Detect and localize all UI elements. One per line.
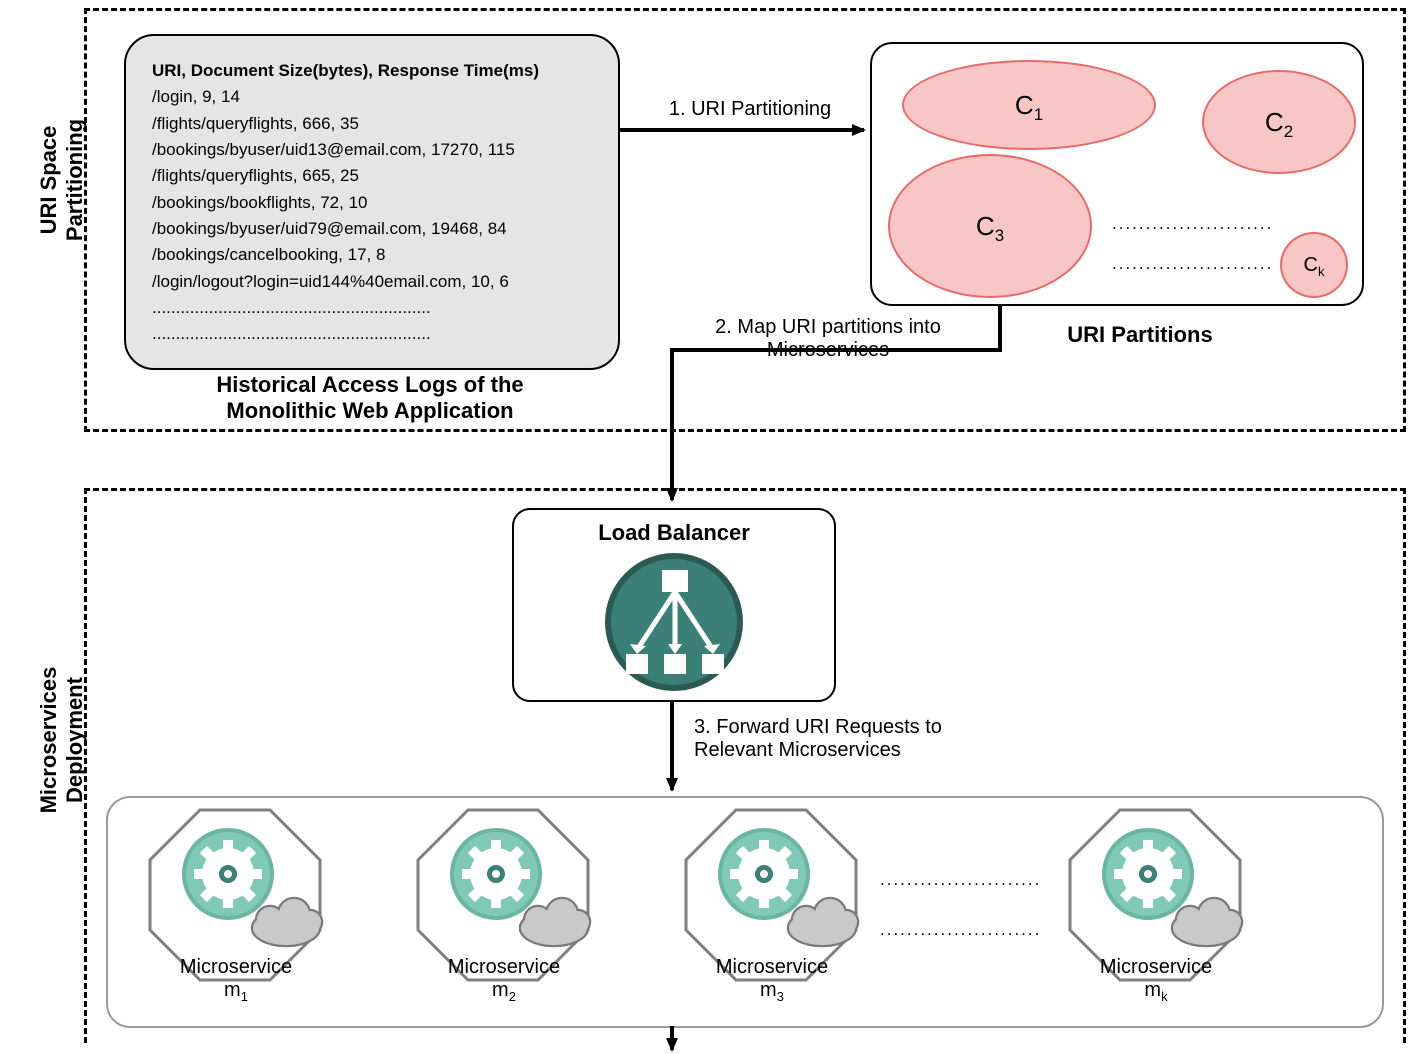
access-logs-row: /flights/queryflights, 666, 35 — [152, 111, 592, 137]
access-logs-dots: ........................................… — [152, 321, 592, 347]
cluster-c3: C3 — [888, 154, 1092, 298]
microservice-dots: ........................ — [880, 870, 1041, 890]
microservice-label: Microservicemk — [1076, 956, 1236, 1002]
access-logs-row: /bookings/bookflights, 72, 10 — [152, 190, 592, 216]
access-logs-row: /bookings/byuser/uid79@email.com, 19468,… — [152, 216, 592, 242]
partition-dots: ........................ — [1112, 254, 1273, 274]
cluster-c1: C1 — [902, 60, 1156, 150]
step-2-label: 2. Map URI partitions into Microservices — [688, 316, 968, 362]
load-balancer-icon — [514, 546, 834, 696]
microservice-label: Microservicem2 — [424, 956, 584, 1002]
access-logs-row: /bookings/cancelbooking, 17, 8 — [152, 242, 592, 268]
section-label-bottom: Microservices Deployment — [36, 580, 88, 900]
partition-dots: ........................ — [1112, 214, 1273, 234]
access-logs-header: URI, Document Size(bytes), Response Time… — [152, 58, 592, 84]
section-label-top: URI Space Partitioning — [36, 50, 88, 310]
step-1-label: 1. URI Partitioning — [650, 98, 850, 121]
cluster-ck: Ck — [1280, 232, 1348, 298]
access-logs-box: URI, Document Size(bytes), Response Time… — [124, 34, 620, 370]
access-logs-row: /bookings/byuser/uid13@email.com, 17270,… — [152, 137, 592, 163]
cluster-label: C1 — [1015, 90, 1043, 121]
access-logs-dots: ........................................… — [152, 295, 592, 321]
access-logs-row: /login, 9, 14 — [152, 84, 592, 110]
cluster-label: C2 — [1265, 107, 1293, 138]
access-logs-row: /flights/queryflights, 665, 25 — [152, 163, 592, 189]
load-balancer-box: Load Balancer — [512, 508, 836, 702]
cluster-label: C3 — [976, 211, 1004, 242]
microservice-dots: ........................ — [880, 920, 1041, 940]
cluster-label: Ck — [1304, 254, 1325, 277]
load-balancer-title: Load Balancer — [514, 510, 834, 546]
access-logs-row: /login/logout?login=uid144%40email.com, … — [152, 269, 592, 295]
microservice-label: Microservicem3 — [692, 956, 852, 1002]
uri-partitions-caption: URI Partitions — [1040, 322, 1240, 348]
uri-partitions-box: C1 C2 C3 Ck ........................ ...… — [870, 42, 1364, 306]
step-3-label: 3. Forward URI Requests to Relevant Micr… — [694, 716, 994, 762]
access-logs-caption: Historical Access Logs of the Monolithic… — [190, 372, 550, 424]
microservice-label: Microservicem1 — [156, 956, 316, 1002]
cluster-c2: C2 — [1202, 70, 1356, 174]
